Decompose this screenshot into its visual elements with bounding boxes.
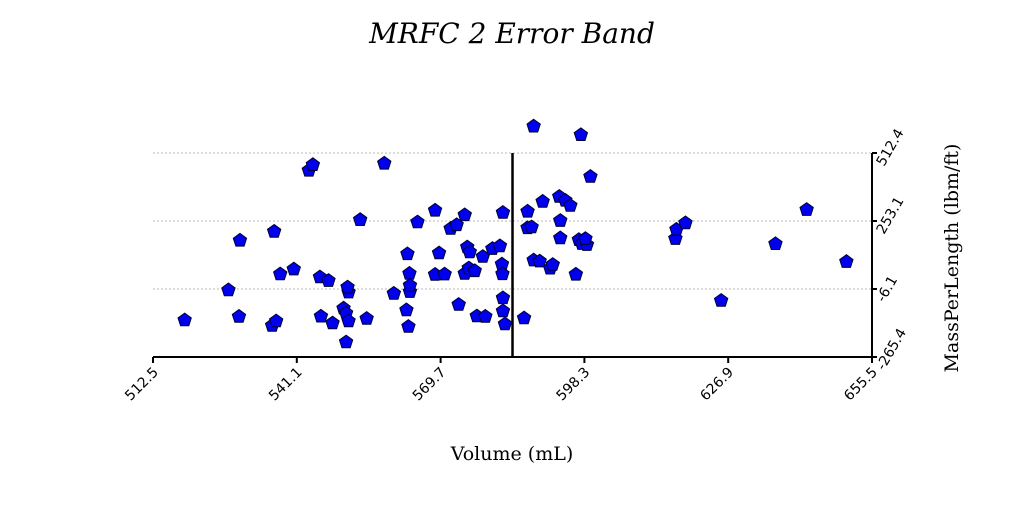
data-point-80 xyxy=(678,215,693,230)
data-point-38 xyxy=(451,296,466,311)
y-tick-label-3: 512.4 xyxy=(874,126,908,169)
data-point-3 xyxy=(232,232,248,247)
x-tick-label-4: 626.9 xyxy=(697,365,737,405)
data-point-84 xyxy=(839,254,854,268)
x-tick-label-1: 541.1 xyxy=(266,365,306,405)
data-point-77 xyxy=(578,231,593,245)
data-point-53 xyxy=(495,290,511,305)
chart-title: MRFC 2 Error Band xyxy=(368,17,655,50)
data-point-73 xyxy=(573,127,589,141)
x-axis-ticks: 512.5 541.1 569.7 598.3 626.9 655.5 xyxy=(122,357,881,404)
data-point-8 xyxy=(286,261,301,276)
x-tick-label-5: 655.5 xyxy=(841,365,881,405)
data-point-44 xyxy=(467,263,482,278)
y-tick-label-1: -6.1 xyxy=(874,273,902,305)
data-point-39 xyxy=(457,207,472,222)
data-point-13 xyxy=(321,273,336,287)
data-point-49 xyxy=(492,238,508,253)
data-point-51 xyxy=(495,266,510,281)
data-point-10 xyxy=(305,157,321,171)
data-point-23 xyxy=(377,155,392,170)
data-point-81 xyxy=(713,292,729,307)
data-point-70 xyxy=(563,198,578,212)
data-point-26 xyxy=(400,246,415,261)
data-point-22 xyxy=(359,310,374,325)
data-point-68 xyxy=(553,213,568,227)
data-point-17 xyxy=(338,334,354,349)
y-axis-label: MassPerLength (lbm/ft) xyxy=(941,144,963,373)
data-point-35 xyxy=(437,266,452,281)
data-point-21 xyxy=(352,212,368,226)
x-tick-label-0: 512.5 xyxy=(122,365,162,405)
data-point-61 xyxy=(526,118,541,133)
data-points xyxy=(177,118,854,349)
data-point-7 xyxy=(273,266,288,281)
data-point-63 xyxy=(535,193,550,208)
y-axis-ticks: -265.4 -6.1 253.1 512.4 xyxy=(872,126,910,373)
data-point-43 xyxy=(462,244,477,259)
data-point-0 xyxy=(177,312,192,327)
data-point-31 xyxy=(410,214,425,229)
data-point-19 xyxy=(340,279,355,294)
data-point-82 xyxy=(768,236,783,250)
data-point-28 xyxy=(402,265,417,280)
x-axis-label: Volume (mL) xyxy=(450,443,574,465)
data-point-52 xyxy=(495,204,511,219)
data-point-34 xyxy=(431,245,447,260)
data-point-6 xyxy=(268,313,284,328)
data-point-56 xyxy=(516,310,532,325)
data-point-83 xyxy=(799,202,814,216)
data-point-65 xyxy=(545,257,560,271)
y-tick-label-2: 253.1 xyxy=(874,194,908,237)
data-point-27 xyxy=(401,318,416,333)
data-point-5 xyxy=(266,223,282,238)
data-point-32 xyxy=(427,202,443,217)
data-point-62 xyxy=(532,253,547,268)
x-tick-label-3: 598.3 xyxy=(554,365,594,405)
data-point-76 xyxy=(583,168,598,183)
data-point-59 xyxy=(524,219,539,234)
data-point-71 xyxy=(568,266,584,281)
data-point-54 xyxy=(495,303,511,318)
data-point-20 xyxy=(341,313,356,328)
data-point-47 xyxy=(478,308,493,323)
data-point-24 xyxy=(386,285,402,300)
data-point-67 xyxy=(553,230,568,245)
data-point-37 xyxy=(449,217,464,232)
data-point-55 xyxy=(497,316,513,331)
data-point-30 xyxy=(402,277,418,292)
y-tick-label-0: -265.4 xyxy=(874,326,910,373)
data-point-12 xyxy=(313,308,329,323)
data-point-1 xyxy=(221,282,236,297)
x-tick-label-2: 569.7 xyxy=(410,365,450,405)
data-point-14 xyxy=(325,315,340,330)
data-point-2 xyxy=(231,308,247,323)
data-point-25 xyxy=(399,302,414,317)
data-point-57 xyxy=(520,203,535,218)
